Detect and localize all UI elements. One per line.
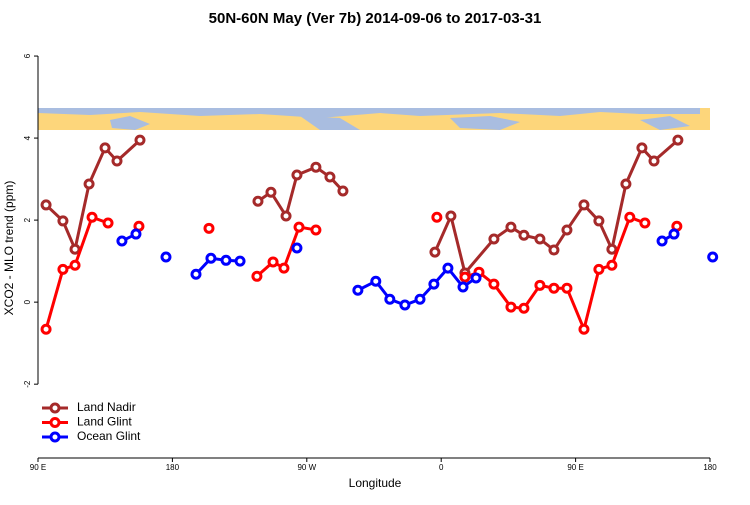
data-point	[57, 215, 69, 227]
data-point	[252, 195, 264, 207]
data-point	[548, 282, 560, 294]
y-tick-label: 2	[23, 217, 32, 222]
data-point	[518, 229, 530, 241]
data-point	[203, 222, 215, 234]
legend-label: Land Nadir	[77, 400, 136, 414]
x-axis-label: Longitude	[349, 476, 402, 490]
data-point	[370, 275, 382, 287]
x-tick-label: 90 W	[297, 463, 316, 472]
data-point	[310, 224, 322, 236]
data-point	[291, 169, 303, 181]
x-tick-label: 0	[439, 463, 444, 472]
data-point	[431, 211, 443, 223]
data-point	[648, 155, 660, 167]
y-tick-label: -2	[23, 380, 32, 388]
y-tick-label: 4	[23, 135, 32, 140]
data-point	[561, 282, 573, 294]
data-point	[130, 228, 142, 240]
data-point	[293, 221, 305, 233]
data-point	[505, 301, 517, 313]
data-point	[102, 217, 114, 229]
y-axis-label: XCO2 - MLO trend (ppm)	[2, 181, 16, 316]
data-point	[324, 171, 336, 183]
data-point	[40, 323, 52, 335]
data-point	[69, 259, 81, 271]
data-point	[414, 293, 426, 305]
y-tick-label: 6	[23, 53, 32, 58]
data-point	[459, 271, 471, 283]
data-point	[470, 272, 482, 284]
data-point	[429, 246, 441, 258]
x-tick-label: 180	[703, 463, 717, 472]
legend-marker	[49, 417, 61, 428]
legend-label: Land Glint	[77, 415, 132, 429]
data-point	[220, 254, 232, 266]
data-point	[234, 255, 246, 267]
data-point	[86, 211, 98, 223]
data-point	[672, 134, 684, 146]
data-point	[384, 293, 396, 305]
data-point	[428, 278, 440, 290]
data-point	[548, 244, 560, 256]
data-point	[578, 323, 590, 335]
data-point	[111, 155, 123, 167]
data-point	[505, 221, 517, 233]
data-point	[707, 251, 719, 263]
data-point	[518, 302, 530, 314]
y-tick-label: 0	[23, 299, 32, 304]
data-point	[251, 270, 263, 282]
data-point	[593, 215, 605, 227]
data-point	[606, 243, 618, 255]
data-point	[160, 251, 172, 263]
data-point	[116, 235, 128, 247]
data-point	[578, 199, 590, 211]
data-point	[310, 161, 322, 173]
legend-marker	[49, 402, 61, 414]
data-point	[337, 185, 349, 197]
x-tick-label: 90 E	[30, 463, 46, 472]
data-point	[445, 210, 457, 222]
data-point	[488, 278, 500, 290]
data-point	[352, 284, 364, 296]
data-point	[639, 217, 651, 229]
data-point	[40, 199, 52, 211]
data-point	[620, 178, 632, 190]
data-point	[99, 142, 111, 154]
data-point	[561, 224, 573, 236]
chart-title: 50N-60N May (Ver 7b) 2014-09-06 to 2017-…	[209, 10, 542, 27]
data-point	[593, 263, 605, 275]
data-point	[488, 233, 500, 245]
data-point	[534, 233, 546, 245]
x-tick-label: 180	[166, 463, 180, 472]
data-point	[636, 142, 648, 154]
data-point	[265, 186, 277, 198]
data-point	[57, 263, 69, 275]
data-point	[280, 210, 292, 222]
series-line	[122, 234, 713, 305]
data-point	[656, 235, 668, 247]
data-point	[83, 178, 95, 190]
data-point	[69, 243, 81, 255]
data-point	[291, 242, 303, 254]
data-point	[134, 134, 146, 146]
data-point	[278, 262, 290, 274]
map-strip	[38, 108, 710, 130]
data-point	[606, 259, 618, 271]
x-tick-label: 90 E	[567, 463, 583, 472]
legend-label: Ocean Glint	[77, 429, 141, 443]
data-point	[442, 262, 454, 274]
data-point	[668, 228, 680, 240]
data-point	[624, 211, 636, 223]
data-point	[457, 281, 469, 293]
data-point	[399, 299, 411, 311]
legend-marker	[49, 431, 61, 443]
data-point	[534, 279, 546, 291]
data-point	[205, 252, 217, 264]
data-point	[267, 256, 279, 268]
data-point	[190, 268, 202, 280]
